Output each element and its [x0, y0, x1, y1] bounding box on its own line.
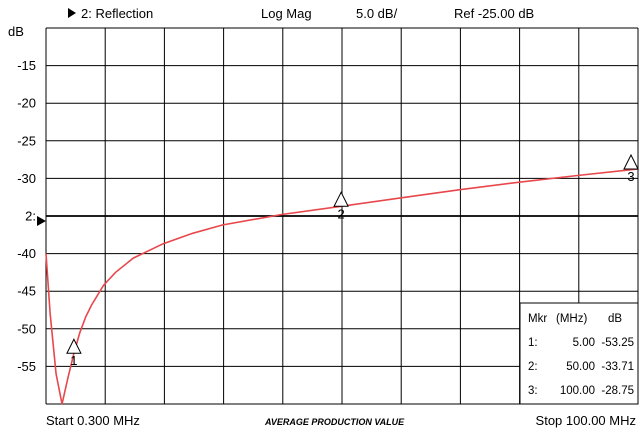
- y-tick-label: -50: [17, 321, 36, 336]
- reference-label: Ref -25.00 dB: [454, 6, 534, 21]
- y-tick-label: -15: [17, 58, 36, 73]
- marker-row-id: 3:: [528, 385, 538, 397]
- marker-row-value: -28.75: [601, 385, 634, 397]
- y-tick-label: -25: [17, 133, 36, 148]
- marker-table-header-mkr: Mkr: [528, 313, 547, 325]
- reference-position-arrow-icon: [37, 216, 46, 226]
- marker-row-freq: 50.00: [566, 361, 595, 373]
- marker-table: Mkr (MHz) dB 1: 5.00 -53.25 2: 50.00 -33…: [519, 302, 639, 405]
- marker-2-triangle-icon: [333, 191, 349, 207]
- marker-3-label: 3: [627, 169, 634, 184]
- marker-row-freq: 5.00: [573, 337, 595, 349]
- active-trace-arrow-icon: [68, 8, 76, 18]
- y-tick-label: -40: [17, 246, 36, 261]
- y-tick-label: -30: [17, 171, 36, 186]
- trace-line: [45, 168, 639, 405]
- marker-row-id: 2:: [528, 361, 538, 373]
- marker-row-value: -53.25: [601, 337, 634, 349]
- marker-table-box: [519, 302, 639, 405]
- y-tick-label: -45: [17, 284, 36, 299]
- y-tick-labels: -15 -20 -25 -30 2: -40 -45 -50 -55: [17, 58, 36, 374]
- trace-label: 2: Reflection: [81, 6, 153, 21]
- y-unit-label: dB: [8, 24, 24, 39]
- marker-3-triangle-icon: [623, 153, 639, 170]
- y-tick-label: 2:: [25, 209, 36, 224]
- marker-2-label: 2: [337, 206, 344, 221]
- y-tick-label: -20: [17, 96, 36, 111]
- trace-markers: 1 2 3: [66, 153, 639, 368]
- marker-1-triangle-icon: [66, 338, 82, 354]
- marker-row-value: -33.71: [601, 361, 634, 373]
- format-label: Log Mag: [261, 6, 312, 21]
- marker-table-header-freq: (MHz): [556, 313, 587, 325]
- footer-note: AVERAGE PRODUCTION VALUE: [264, 417, 405, 427]
- marker-row-freq: 100.00: [560, 385, 595, 397]
- y-tick-label: -55: [17, 359, 36, 374]
- stop-frequency-label: Stop 100.00 MHz: [536, 413, 636, 428]
- marker-1-label: 1: [70, 353, 77, 368]
- scale-label: 5.0 dB/: [356, 6, 398, 21]
- start-frequency-label: Start 0.300 MHz: [46, 413, 140, 428]
- marker-row-id: 1:: [528, 337, 538, 349]
- marker-table-header-db: dB: [608, 313, 622, 325]
